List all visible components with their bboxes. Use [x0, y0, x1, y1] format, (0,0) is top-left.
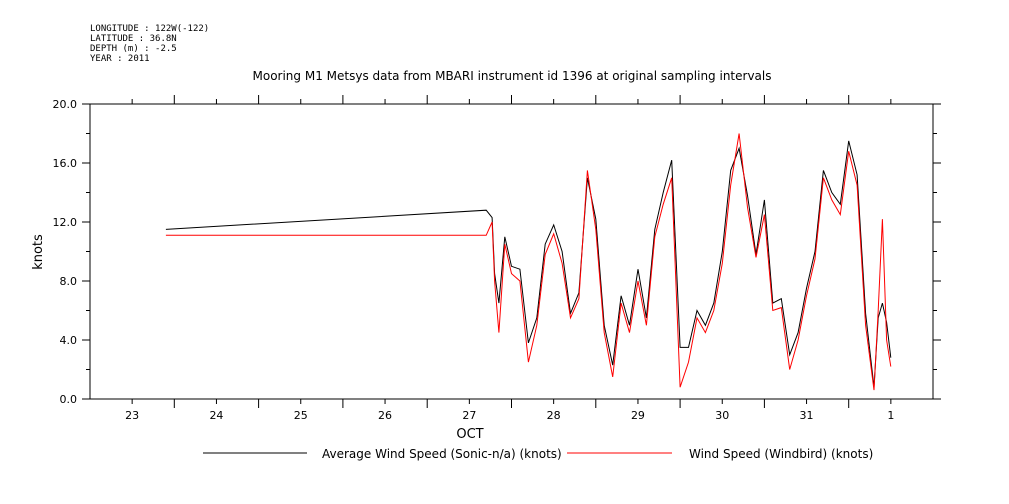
- x-tick-label: 29: [631, 409, 645, 422]
- y-axis-title: knots: [31, 234, 46, 270]
- x-tick-label: 23: [125, 409, 139, 422]
- meta-depth: DEPTH (m) : -2.5: [90, 44, 177, 54]
- x-tick-label: 25: [294, 409, 308, 422]
- meta-longitude: LONGITUDE : 122W(-122): [90, 24, 209, 34]
- y-tick-label: 4.0: [60, 334, 78, 347]
- y-tick-label: 20.0: [53, 98, 78, 111]
- x-axis-title: OCT: [456, 427, 483, 442]
- legend-label-average-wind-speed: Average Wind Speed (Sonic-n/a) (knots): [322, 447, 562, 461]
- plot-frame: [89, 103, 934, 400]
- x-tick-label: 27: [462, 409, 476, 422]
- series-line-average-wind-speed: [165, 140, 892, 388]
- x-tick-label: 30: [715, 409, 729, 422]
- y-tick-label: 12.0: [53, 216, 78, 229]
- y-tick-label: 8.0: [60, 275, 78, 288]
- x-tick-label: 31: [800, 409, 814, 422]
- series-layer: [165, 133, 892, 391]
- legend-label-windbird-wind-speed: Wind Speed (Windbird) (knots): [689, 447, 873, 461]
- chart-title: Mooring M1 Metsys data from MBARI instru…: [253, 69, 772, 83]
- ticks-layer: 23 24 25 26 27 28 29 30 31 1 0.0 4.0 8.0 12.0 16.0 20.0: [53, 95, 941, 422]
- series-line-windbird-wind-speed: [165, 133, 892, 391]
- x-tick-label: 1: [887, 409, 894, 422]
- x-tick-label: 26: [378, 409, 392, 422]
- y-tick-label: 0.0: [60, 393, 78, 406]
- y-tick-label: 16.0: [53, 157, 78, 170]
- x-tick-label: 24: [209, 409, 223, 422]
- meta-year: YEAR : 2011: [90, 54, 150, 64]
- meta-latitude: LATITUDE : 36.8N: [90, 34, 177, 44]
- x-tick-label: 28: [547, 409, 561, 422]
